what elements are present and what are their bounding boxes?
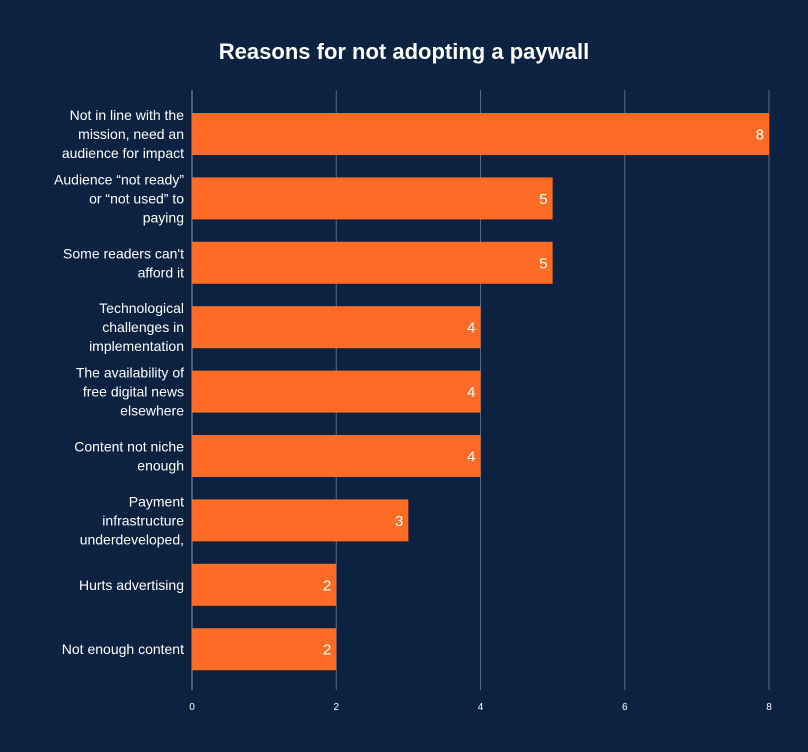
data-labels: 8 5 5 4 4 4 3 2 2 bbox=[323, 127, 764, 659]
x-tick-label: 0 bbox=[189, 702, 195, 713]
x-tick-label: 6 bbox=[622, 702, 628, 713]
category-label: Not enough content bbox=[62, 641, 184, 657]
category-label: Content not niche enough bbox=[74, 439, 184, 474]
bar bbox=[192, 628, 337, 671]
category-label: Some readers can't afford it bbox=[63, 245, 184, 280]
data-label: 4 bbox=[467, 449, 475, 466]
x-tick-label: 4 bbox=[478, 702, 484, 713]
x-tick-label: 8 bbox=[766, 702, 772, 713]
data-label: 2 bbox=[323, 642, 331, 659]
x-axis-tick-labels: 0 2 4 6 8 bbox=[189, 702, 772, 713]
data-label: 5 bbox=[539, 191, 547, 208]
category-label: Hurts advertising bbox=[79, 577, 184, 593]
category-label: Not in line with the mission, need an audi… bbox=[62, 107, 184, 161]
data-label: 5 bbox=[539, 255, 547, 272]
chart-title: Reasons for not adopting a paywall bbox=[219, 39, 589, 64]
category-label: Audience “not ready” or “not used” to payi… bbox=[54, 171, 184, 225]
category-label: Technological challenges in implementation bbox=[89, 300, 184, 354]
bar bbox=[192, 563, 337, 606]
data-label: 8 bbox=[756, 127, 764, 144]
bar bbox=[192, 177, 553, 220]
x-tick-label: 2 bbox=[333, 702, 339, 713]
bar bbox=[192, 113, 769, 155]
bar bbox=[192, 306, 481, 349]
bar bbox=[192, 241, 553, 284]
data-label: 3 bbox=[395, 513, 403, 530]
category-labels: Not in line with the mission, need an audi… bbox=[54, 107, 184, 657]
category-label: The availability of free digital news else… bbox=[76, 365, 184, 419]
bar bbox=[192, 499, 409, 542]
bar bbox=[192, 370, 481, 413]
bars bbox=[192, 113, 769, 671]
data-label: 2 bbox=[323, 577, 331, 594]
category-label: Payment infrastructure underdeveloped, bbox=[80, 493, 185, 547]
data-label: 4 bbox=[467, 320, 475, 337]
bar bbox=[192, 435, 481, 477]
data-label: 4 bbox=[467, 384, 475, 401]
